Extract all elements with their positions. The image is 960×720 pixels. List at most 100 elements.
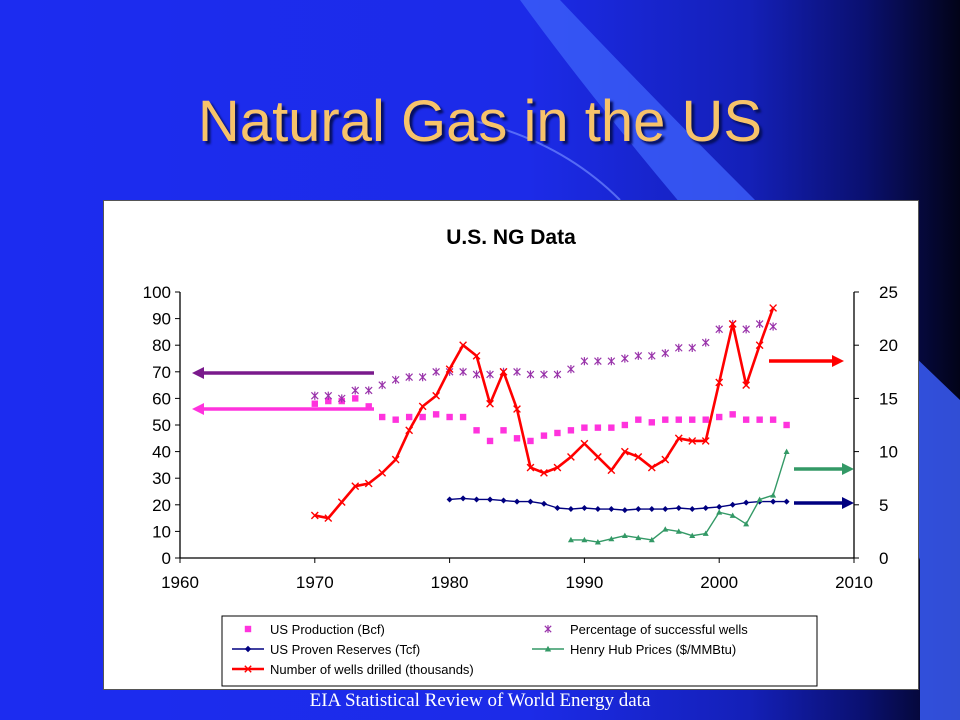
data-point	[513, 367, 521, 376]
data-point	[486, 370, 494, 379]
data-point	[500, 427, 507, 434]
y-right-tick-label: 25	[879, 283, 898, 302]
data-point	[715, 378, 724, 387]
data-point	[352, 395, 359, 402]
y-left-tick-label: 70	[152, 363, 171, 382]
data-point	[662, 526, 669, 532]
arrow-head	[192, 403, 204, 415]
data-point	[405, 426, 414, 435]
data-point	[607, 466, 616, 475]
x-tick-label: 1960	[161, 573, 199, 592]
annotation-arrow-right	[794, 463, 854, 475]
chart: U.S. NG Data 0 10 20 30 40 50 60 70 80 90 100 0 5 10 1…	[143, 226, 898, 687]
data-point	[594, 357, 602, 366]
data-point	[540, 500, 547, 507]
data-point	[540, 468, 548, 477]
data-point	[459, 341, 467, 350]
x-tick-label: 1990	[565, 573, 603, 592]
data-point	[580, 439, 589, 448]
data-point	[688, 343, 697, 352]
series-percentage-of-successful-wells	[310, 319, 777, 403]
data-point	[702, 416, 709, 423]
y-left-tick-label: 100	[143, 283, 171, 302]
data-point	[661, 349, 670, 358]
data-point	[607, 357, 616, 366]
data-point	[392, 416, 399, 423]
data-point	[459, 413, 467, 421]
data-point	[418, 402, 427, 411]
data-point	[472, 351, 481, 360]
data-point	[593, 453, 602, 461]
data-point	[783, 448, 790, 454]
data-point	[634, 453, 643, 461]
data-point	[635, 534, 642, 541]
data-point	[513, 435, 521, 442]
data-point	[648, 419, 655, 426]
data-point	[742, 325, 750, 334]
data-point	[742, 381, 751, 389]
data-point	[729, 512, 736, 518]
data-point	[527, 498, 534, 505]
data-point	[620, 447, 629, 456]
y-right-tick-label: 15	[879, 389, 898, 408]
data-point	[661, 455, 670, 464]
chart-panel: U.S. NG Data 0 10 20 30 40 50 60 70 80 90 100 0 5 10 1…	[103, 200, 919, 690]
data-point	[702, 504, 709, 511]
series-us-production-bcf	[311, 395, 790, 445]
data-point	[769, 322, 777, 331]
legend-marker	[544, 645, 552, 652]
data-point	[472, 370, 481, 379]
series-number-of-wells-drilled-thousands	[310, 304, 778, 522]
data-point	[675, 416, 682, 423]
data-point	[500, 497, 507, 504]
data-point	[432, 411, 440, 418]
data-point	[783, 498, 790, 505]
legend-entry: Percentage of successful wells	[544, 622, 748, 637]
data-point	[608, 535, 615, 542]
data-point	[769, 416, 777, 423]
series-us-proven-reserves-tcf	[446, 495, 790, 514]
data-point	[486, 399, 494, 408]
arrow-head	[832, 355, 844, 367]
data-point	[743, 520, 750, 527]
y-left-tick-label: 60	[152, 389, 171, 408]
y-left-tick-label: 50	[152, 416, 171, 435]
data-point	[365, 403, 372, 410]
data-point	[674, 343, 683, 352]
data-point	[432, 367, 440, 376]
data-point	[486, 437, 494, 445]
data-point	[701, 338, 710, 347]
legend-label: US Proven Reserves (Tcf)	[270, 642, 420, 657]
data-point	[460, 495, 467, 502]
data-point	[702, 530, 709, 536]
y-right-tick-label: 5	[879, 496, 888, 515]
data-point	[594, 424, 602, 431]
legend-label: Number of wells drilled (thousands)	[270, 662, 474, 677]
data-point	[647, 351, 656, 360]
series-line	[449, 497, 787, 511]
arrow-head	[192, 367, 204, 379]
legend-entry: Henry Hub Prices ($/MMBtu)	[532, 642, 736, 657]
data-point	[351, 386, 360, 395]
x-tick-label: 2000	[700, 573, 738, 592]
data-point	[324, 391, 333, 400]
data-point	[783, 421, 790, 429]
data-point	[716, 503, 723, 510]
series-layer	[310, 304, 790, 545]
data-point	[310, 511, 319, 520]
data-point	[364, 386, 373, 395]
data-point	[608, 506, 615, 513]
chart-title: U.S. NG Data	[446, 226, 576, 249]
legend-label: Henry Hub Prices ($/MMBtu)	[570, 642, 736, 657]
data-point	[755, 319, 764, 328]
data-point	[729, 501, 736, 508]
data-point	[446, 496, 453, 503]
y-right-tick-label: 10	[879, 443, 898, 462]
annotation-arrow-left	[192, 367, 374, 379]
y-left-tick-label: 0	[162, 549, 171, 568]
data-point	[446, 413, 453, 421]
data-point	[567, 453, 575, 461]
data-point	[769, 304, 778, 312]
y-left-tick-label: 10	[152, 522, 171, 541]
